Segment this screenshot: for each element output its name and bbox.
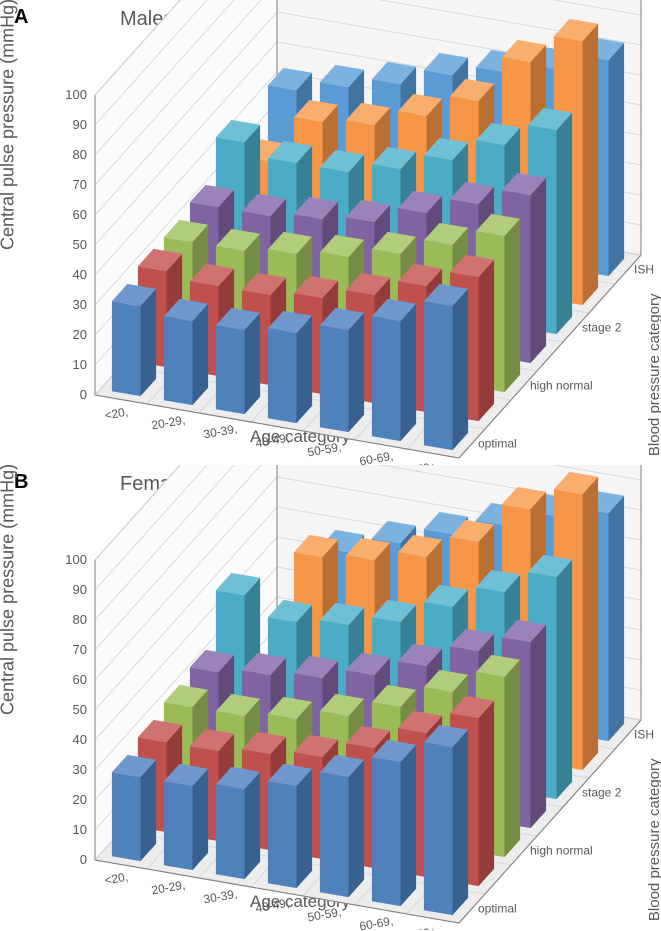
svg-text:20-29,: 20-29, (150, 878, 186, 898)
svg-text:90: 90 (73, 582, 87, 597)
panel-a: A Males Central pulse pressure (mmHg) Ag… (0, 0, 661, 465)
svg-text:50-59,: 50-59, (306, 440, 342, 460)
svg-text:50-59,: 50-59, (306, 905, 342, 925)
svg-text:50: 50 (73, 237, 87, 252)
svg-text:30: 30 (73, 297, 87, 312)
svg-text:30: 30 (73, 762, 87, 777)
svg-text:20: 20 (73, 792, 87, 807)
svg-text:70: 70 (73, 177, 87, 192)
bar (164, 764, 208, 870)
svg-text:ISH: ISH (634, 263, 654, 277)
chart-b: 0 10 20 30 40 50 60 70 80 90 100 <20, 20-29, 30-39, 40… (0, 465, 661, 930)
svg-text:60: 60 (73, 207, 87, 222)
svg-text:50: 50 (73, 702, 87, 717)
svg-text:80: 80 (73, 612, 87, 627)
svg-text:optimal: optimal (478, 437, 517, 451)
svg-text:30-39,: 30-39, (202, 422, 238, 442)
bar (320, 308, 364, 432)
bar (320, 755, 364, 897)
svg-text:30-39,: 30-39, (202, 887, 238, 907)
svg-text:40-49,: 40-49, (254, 896, 290, 916)
bar (372, 740, 416, 906)
bar (424, 725, 468, 915)
svg-text:20: 20 (73, 327, 87, 342)
svg-text:0: 0 (80, 852, 87, 867)
svg-text:40-49,: 40-49, (254, 431, 290, 451)
svg-text:<20,: <20, (103, 870, 129, 888)
svg-text:10: 10 (73, 357, 87, 372)
svg-text:100: 100 (65, 552, 87, 567)
svg-text:stage 2: stage 2 (582, 321, 622, 335)
svg-text:ISH: ISH (634, 728, 654, 742)
bar (424, 284, 468, 450)
svg-text:<20,: <20, (103, 405, 129, 423)
bar (112, 755, 156, 861)
svg-text:90: 90 (73, 117, 87, 132)
svg-text:0: 0 (80, 387, 87, 402)
svg-text:60-69,: 60-69, (358, 449, 394, 465)
bar (164, 299, 208, 405)
svg-text:stage 2: stage 2 (582, 786, 622, 800)
bar (216, 308, 260, 414)
svg-text:70: 70 (73, 642, 87, 657)
svg-text:high normal: high normal (530, 379, 593, 393)
svg-text:40: 40 (73, 267, 87, 282)
svg-text:40: 40 (73, 732, 87, 747)
svg-text:20-29,: 20-29, (150, 413, 186, 433)
svg-text:60-69,: 60-69, (358, 914, 394, 930)
bar (216, 767, 260, 879)
svg-text:80: 80 (73, 147, 87, 162)
svg-text:optimal: optimal (478, 902, 517, 916)
svg-text:70+,: 70+, (415, 924, 441, 930)
svg-text:100: 100 (65, 87, 87, 102)
bar (268, 764, 312, 888)
bar (372, 299, 416, 441)
bar (112, 284, 156, 396)
panel-b: B Females Central pulse pressure (mmHg) … (0, 465, 661, 930)
svg-text:10: 10 (73, 822, 87, 837)
chart-a: 0 10 20 30 40 50 60 70 80 90 100 <20, 20-29, 30-39, 40… (0, 0, 661, 465)
svg-text:high normal: high normal (530, 844, 593, 858)
bar (268, 311, 312, 423)
svg-text:60: 60 (73, 672, 87, 687)
